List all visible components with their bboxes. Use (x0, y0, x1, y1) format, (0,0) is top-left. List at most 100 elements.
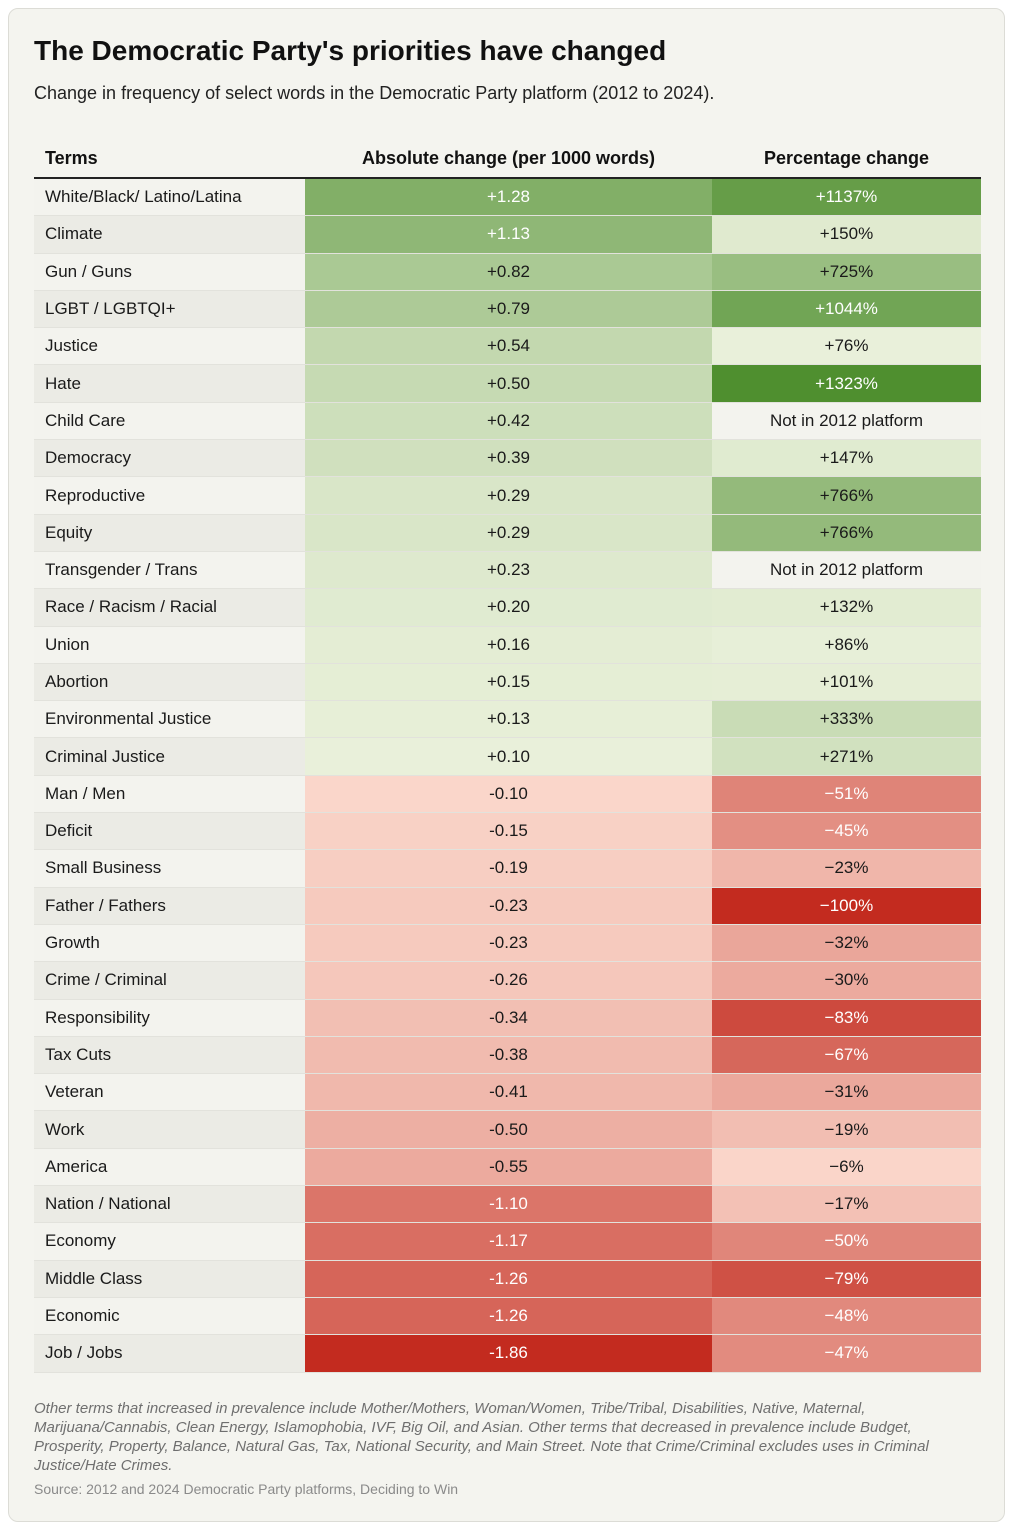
header-terms: Terms (45, 148, 98, 168)
table-row: Father / Fathers -0.23 −100% (34, 887, 981, 925)
table-row: Justice +0.54 +76% (34, 328, 981, 366)
footnote: Other terms that increased in prevalence… (34, 1400, 929, 1474)
term-cell: America (34, 1148, 305, 1186)
absolute-change-cell: +0.82 (305, 253, 712, 290)
term-cell: Small Business (34, 850, 305, 887)
table-header: Terms Absolute change (per 1000 words) P… (34, 139, 981, 179)
table-row: Transgender / Trans +0.23 Not in 2012 plat… (34, 551, 981, 590)
percentage-change-cell: −67% (712, 1036, 981, 1074)
term-cell: Responsibility (34, 999, 305, 1036)
source-note: Source: 2012 and 2024 Democratic Party p… (34, 1481, 459, 1497)
absolute-change-cell: -0.41 (305, 1074, 712, 1111)
absolute-change-cell: +0.42 (305, 402, 712, 440)
absolute-change-cell: +0.50 (305, 365, 712, 402)
absolute-change-cell: -0.15 (305, 813, 712, 850)
term-cell: Economy (34, 1223, 305, 1260)
absolute-change-cell: -0.55 (305, 1148, 712, 1186)
term-cell: Man / Men (34, 775, 305, 813)
absolute-change-cell: +0.29 (305, 514, 712, 551)
table-row: Work -0.50 −19% (34, 1111, 981, 1149)
header-percentage-change: Percentage change (763, 148, 930, 168)
percentage-change-cell: −45% (712, 813, 981, 850)
table-row: Economic -1.26 −48% (34, 1297, 981, 1336)
chart-title: The Democratic Party's priorities have c… (34, 35, 667, 66)
term-cell: Justice (34, 328, 305, 365)
percentage-change-cell: −50% (712, 1223, 981, 1260)
term-cell: Hate (34, 365, 305, 402)
term-cell: Nation / National (34, 1186, 305, 1223)
table-row: Man / Men -0.10 −51% (34, 775, 981, 814)
table-row: LGBT / LGBTQI+ +0.79 +1044% (34, 290, 981, 329)
term-cell: Deficit (34, 813, 305, 850)
percentage-change-cell: −31% (712, 1074, 981, 1111)
percentage-change-cell: +766% (712, 514, 981, 551)
percentage-change-cell: +132% (712, 589, 981, 626)
term-cell: Child Care (34, 402, 305, 440)
table-row: Union +0.16 +86% (34, 626, 981, 664)
term-cell: Transgender / Trans (34, 551, 305, 589)
term-cell: Economic (34, 1297, 305, 1335)
percentage-change-cell: +147% (712, 440, 981, 477)
absolute-change-cell: +0.79 (305, 290, 712, 328)
absolute-change-cell: +1.13 (305, 216, 712, 253)
absolute-change-cell: +0.54 (305, 328, 712, 365)
absolute-change-cell: +0.23 (305, 551, 712, 589)
term-cell: Tax Cuts (34, 1036, 305, 1074)
percentage-change-cell: +86% (712, 626, 981, 663)
table-row: Race / Racism / Racial +0.20 +132% (34, 589, 981, 627)
term-cell: Growth (34, 924, 305, 962)
term-cell: Equity (34, 514, 305, 551)
table-row: Criminal Justice +0.10 +271% (34, 738, 981, 776)
table-row: Abortion +0.15 +101% (34, 663, 981, 702)
term-cell: Work (34, 1111, 305, 1148)
percentage-change-cell: −83% (712, 999, 981, 1036)
percentage-change-cell: −48% (712, 1297, 981, 1335)
absolute-change-cell: +0.20 (305, 589, 712, 626)
percentage-change-cell: +1137% (712, 179, 981, 216)
table-row: Climate +1.13 +150% (34, 216, 981, 254)
percentage-change-cell: +1323% (712, 365, 981, 402)
table-row: Veteran -0.41 −31% (34, 1074, 981, 1112)
table-row: Nation / National -1.10 −17% (34, 1186, 981, 1224)
absolute-change-cell: -1.17 (305, 1223, 712, 1260)
term-cell: Criminal Justice (34, 738, 305, 775)
term-cell: Democracy (34, 440, 305, 477)
absolute-change-cell: +1.28 (305, 179, 712, 216)
term-cell: Reproductive (34, 477, 305, 514)
table-row: America -0.55 −6% (34, 1148, 981, 1187)
percentage-change-cell: −30% (712, 962, 981, 999)
percentage-change-cell: +725% (712, 253, 981, 290)
term-cell: Veteran (34, 1074, 305, 1111)
table-row: Growth -0.23 −32% (34, 924, 981, 963)
table-row: Middle Class -1.26 −79% (34, 1260, 981, 1298)
absolute-change-cell: -0.26 (305, 962, 712, 999)
percentage-change-cell: +150% (712, 216, 981, 253)
absolute-change-cell: +0.15 (305, 663, 712, 701)
absolute-change-cell: -0.38 (305, 1036, 712, 1074)
percentage-change-cell: −47% (712, 1335, 981, 1372)
term-cell: Job / Jobs (34, 1335, 305, 1372)
absolute-change-cell: -0.23 (305, 924, 712, 962)
absolute-change-cell: +0.39 (305, 440, 712, 477)
percentage-change-cell: +1044% (712, 290, 981, 328)
percentage-change-cell: +101% (712, 663, 981, 701)
absolute-change-cell: +0.13 (305, 701, 712, 738)
term-cell: Crime / Criminal (34, 962, 305, 999)
chart-card: The Democratic Party's priorities have c… (8, 8, 1005, 1522)
table-row: Environmental Justice +0.13 +333% (34, 701, 981, 739)
table-row: Deficit -0.15 −45% (34, 813, 981, 851)
absolute-change-cell: -0.19 (305, 850, 712, 887)
percentage-change-cell: +766% (712, 477, 981, 514)
percentage-change-cell: +271% (712, 738, 981, 775)
absolute-change-cell: -0.34 (305, 999, 712, 1036)
table-row: Crime / Criminal -0.26 −30% (34, 962, 981, 1000)
percentage-change-cell: −23% (712, 850, 981, 887)
table-body: White/Black/ Latino/Latina +1.28 +1137% Cli… (34, 179, 981, 1373)
term-cell: Race / Racism / Racial (34, 589, 305, 626)
table-row: Gun / Guns +0.82 +725% (34, 253, 981, 291)
table-row: Small Business -0.19 −23% (34, 850, 981, 888)
absolute-change-cell: -1.86 (305, 1335, 712, 1372)
percentage-change-cell: −19% (712, 1111, 981, 1148)
term-cell: Middle Class (34, 1260, 305, 1297)
percentage-change-cell: −100% (712, 887, 981, 924)
